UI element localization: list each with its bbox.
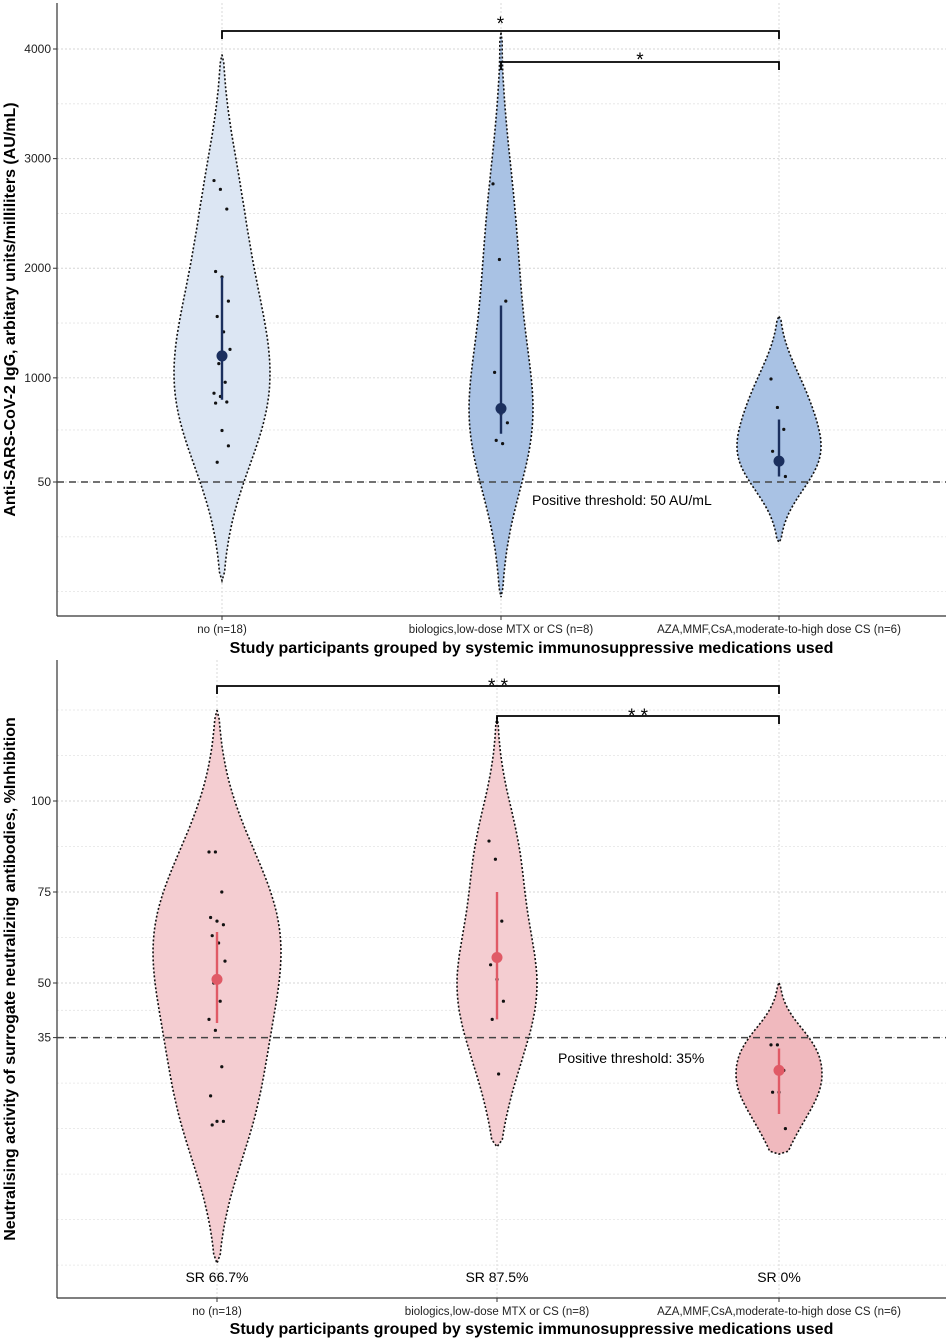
data-point bbox=[223, 959, 227, 963]
median-marker-1 bbox=[216, 350, 228, 362]
data-point bbox=[209, 1094, 213, 1098]
success-rate-label: SR 0% bbox=[757, 1269, 801, 1285]
y-tick-label: 4000 bbox=[24, 42, 51, 56]
data-point bbox=[501, 999, 505, 1003]
data-point bbox=[769, 377, 773, 381]
data-point bbox=[221, 1119, 225, 1123]
data-point bbox=[225, 207, 229, 211]
y-tick-label: 50 bbox=[38, 976, 52, 990]
data-point bbox=[215, 314, 219, 319]
data-point bbox=[212, 391, 216, 395]
median-marker-3 bbox=[773, 1064, 785, 1076]
data-point bbox=[493, 370, 497, 374]
chart-panel-2: 35 50 75 100 Positive threshold: 35% * * * * SR… bbox=[2, 660, 946, 1338]
significance-bracket bbox=[500, 61, 780, 70]
data-point bbox=[494, 438, 498, 442]
data-point bbox=[218, 187, 222, 191]
data-point bbox=[771, 1090, 775, 1094]
significance-bracket bbox=[496, 715, 780, 724]
y-tick-label: 50 bbox=[38, 475, 52, 489]
data-point bbox=[212, 178, 216, 183]
y-tick-label: 2000 bbox=[24, 261, 51, 275]
data-point bbox=[226, 299, 230, 303]
data-point bbox=[220, 1065, 224, 1069]
median-marker-2 bbox=[491, 952, 503, 964]
data-point bbox=[769, 1043, 773, 1047]
data-point bbox=[500, 919, 504, 923]
data-point bbox=[209, 915, 213, 920]
data-point bbox=[505, 421, 509, 425]
data-point bbox=[491, 182, 495, 186]
significance-label: * bbox=[497, 14, 505, 35]
data-point bbox=[783, 474, 788, 479]
x-tick-label: AZA,MMF,CsA,moderate-to-high dose CS (n=… bbox=[657, 1306, 901, 1318]
data-point bbox=[210, 934, 214, 938]
data-point bbox=[218, 999, 222, 1003]
data-point bbox=[501, 442, 505, 446]
significance-bracket bbox=[216, 685, 780, 694]
median-marker-2 bbox=[495, 403, 507, 415]
chart-panel-1: 50 1000 2000 3000 4000 Positive threshold: 50… bbox=[2, 3, 946, 657]
significance-label: * * bbox=[488, 676, 509, 697]
x-tick-label: no (n=18) bbox=[192, 1306, 242, 1318]
data-point bbox=[215, 460, 219, 464]
success-rate-label: SR 66.7% bbox=[185, 1269, 248, 1285]
data-point bbox=[215, 919, 219, 923]
significance-label: * * bbox=[628, 706, 649, 727]
significance-label: * bbox=[636, 50, 644, 71]
data-point bbox=[775, 405, 780, 410]
x-axis-title: Study participants grouped by systemic i… bbox=[230, 640, 834, 657]
significance-bracket bbox=[221, 30, 780, 39]
threshold-label: Positive threshold: 35% bbox=[558, 1050, 704, 1066]
data-point bbox=[214, 269, 218, 274]
data-point bbox=[497, 1072, 501, 1076]
data-point bbox=[220, 890, 224, 894]
y-tick-label: 35 bbox=[38, 1031, 52, 1045]
data-point bbox=[210, 1123, 214, 1127]
data-point bbox=[487, 839, 491, 843]
data-point bbox=[490, 1017, 494, 1022]
data-point bbox=[215, 1119, 219, 1123]
data-point bbox=[504, 299, 508, 303]
x-tick-label: no (n=18) bbox=[197, 624, 247, 636]
data-point bbox=[225, 400, 229, 404]
data-point bbox=[217, 362, 221, 366]
data-point bbox=[207, 1017, 211, 1022]
data-point bbox=[489, 963, 493, 967]
median-marker-1 bbox=[211, 973, 223, 985]
y-tick-label: 1000 bbox=[24, 371, 51, 385]
data-point bbox=[782, 427, 786, 431]
data-point bbox=[213, 1028, 217, 1032]
x-tick-label: AZA,MMF,CsA,moderate-to-high dose CS (n=… bbox=[657, 624, 901, 636]
data-point bbox=[223, 380, 227, 384]
data-point bbox=[783, 1127, 788, 1131]
threshold-label: Positive threshold: 50 AU/mL bbox=[532, 492, 712, 508]
data-point bbox=[220, 428, 224, 433]
data-point bbox=[221, 923, 225, 927]
y-axis-title: Neutralising activity of surrogate neutr… bbox=[2, 717, 19, 1241]
data-point bbox=[207, 850, 211, 854]
data-point bbox=[228, 347, 232, 351]
data-point bbox=[771, 449, 775, 453]
median-marker-3 bbox=[773, 455, 785, 467]
data-point bbox=[226, 444, 230, 448]
x-tick-label: biologics,low-dose MTX or CS (n=8) bbox=[409, 624, 594, 636]
data-point bbox=[493, 857, 497, 861]
data-point bbox=[497, 257, 501, 262]
y-tick-label: 100 bbox=[31, 794, 51, 808]
x-axis-title: Study participants grouped by systemic i… bbox=[230, 1321, 834, 1338]
data-point bbox=[775, 1043, 780, 1047]
y-axis-title: Anti-SARS-CoV-2 IgG, arbitary units/mill… bbox=[2, 102, 19, 516]
success-rate-label: SR 87.5% bbox=[465, 1269, 528, 1285]
y-tick-label: 75 bbox=[38, 885, 52, 899]
data-point bbox=[213, 850, 217, 854]
x-tick-label: biologics,low-dose MTX or CS (n=8) bbox=[405, 1306, 590, 1318]
y-tick-label: 3000 bbox=[24, 152, 51, 166]
data-point bbox=[214, 401, 218, 405]
